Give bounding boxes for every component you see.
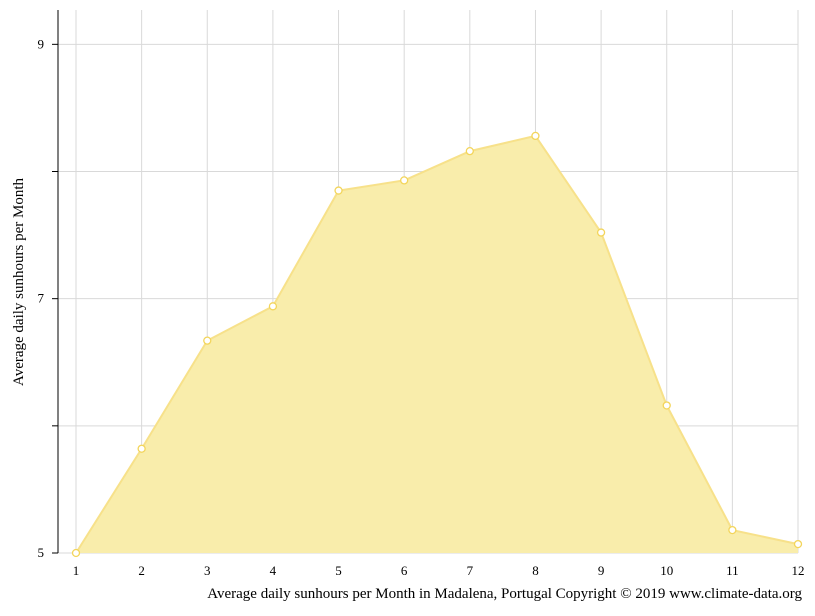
data-point-4 bbox=[268, 302, 278, 311]
x-tick-label-4: 4 bbox=[270, 563, 277, 578]
data-point-9 bbox=[596, 228, 606, 237]
marker-layer bbox=[71, 131, 803, 558]
data-point-7 bbox=[465, 147, 474, 156]
data-point-8 bbox=[531, 131, 540, 141]
x-tick-label-12: 12 bbox=[792, 563, 805, 578]
area-fill bbox=[76, 135, 798, 554]
data-point-5 bbox=[334, 186, 343, 195]
x-tick-label-5: 5 bbox=[335, 563, 342, 578]
x-tick-label-2: 2 bbox=[138, 563, 145, 578]
data-point-11 bbox=[728, 525, 737, 535]
data-point-12 bbox=[793, 539, 803, 549]
axis-layer bbox=[52, 10, 59, 554]
data-point-10 bbox=[662, 401, 671, 410]
x-tick-label-6: 6 bbox=[401, 563, 408, 578]
y-tick-label-5: 5 bbox=[38, 545, 45, 560]
y-tick-label-9: 9 bbox=[38, 36, 45, 51]
x-tick-label-7: 7 bbox=[467, 563, 474, 578]
data-point-3 bbox=[203, 336, 212, 345]
chart-caption: Average daily sunhours per Month in Mada… bbox=[207, 586, 802, 602]
data-point-6 bbox=[400, 176, 409, 185]
x-tick-label-10: 10 bbox=[660, 563, 673, 578]
series-line bbox=[75, 134, 799, 554]
y-axis-title: Average daily sunhours per Month bbox=[11, 178, 27, 387]
x-tick-label-1: 1 bbox=[73, 563, 80, 578]
data-point-1 bbox=[71, 548, 81, 558]
x-tick-label-9: 9 bbox=[598, 563, 605, 578]
x-tick-label-8: 8 bbox=[532, 563, 539, 578]
data-point-2 bbox=[137, 444, 146, 453]
x-tick-label-3: 3 bbox=[204, 563, 211, 578]
y-tick-label-7: 7 bbox=[38, 291, 45, 306]
x-tick-label-11: 11 bbox=[726, 563, 739, 578]
area-layer bbox=[75, 134, 799, 554]
